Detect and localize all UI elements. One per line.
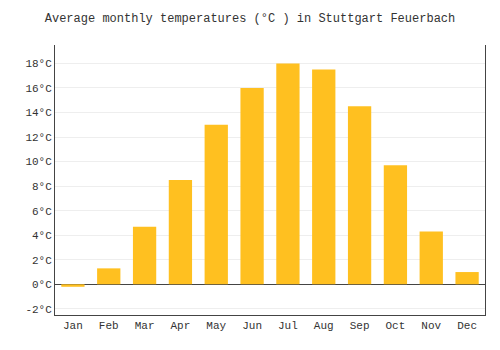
- svg-text:-2°C: -2°C: [25, 304, 52, 316]
- svg-text:16°C: 16°C: [25, 83, 52, 95]
- svg-text:18°C: 18°C: [25, 58, 52, 70]
- svg-text:Nov: Nov: [421, 320, 441, 332]
- svg-text:Oct: Oct: [386, 320, 406, 332]
- svg-text:14°C: 14°C: [25, 107, 52, 119]
- svg-text:12°C: 12°C: [25, 132, 52, 144]
- svg-text:Average monthly temperatures (: Average monthly temperatures (°C ) in St…: [45, 12, 455, 26]
- svg-text:May: May: [206, 320, 226, 332]
- svg-text:4°C: 4°C: [32, 230, 52, 242]
- svg-text:0°C: 0°C: [32, 279, 52, 291]
- svg-text:Sep: Sep: [350, 320, 370, 332]
- svg-text:Feb: Feb: [99, 320, 119, 332]
- svg-text:Aug: Aug: [314, 320, 334, 332]
- svg-text:6°C: 6°C: [32, 206, 52, 218]
- svg-text:2°C: 2°C: [32, 255, 52, 267]
- svg-text:Apr: Apr: [171, 320, 191, 332]
- svg-text:10°C: 10°C: [25, 156, 52, 168]
- svg-text:8°C: 8°C: [32, 181, 52, 193]
- svg-text:Jul: Jul: [278, 320, 298, 332]
- svg-text:Mar: Mar: [135, 320, 155, 332]
- svg-text:Jun: Jun: [242, 320, 262, 332]
- svg-text:Jan: Jan: [63, 320, 83, 332]
- svg-text:Dec: Dec: [457, 320, 477, 332]
